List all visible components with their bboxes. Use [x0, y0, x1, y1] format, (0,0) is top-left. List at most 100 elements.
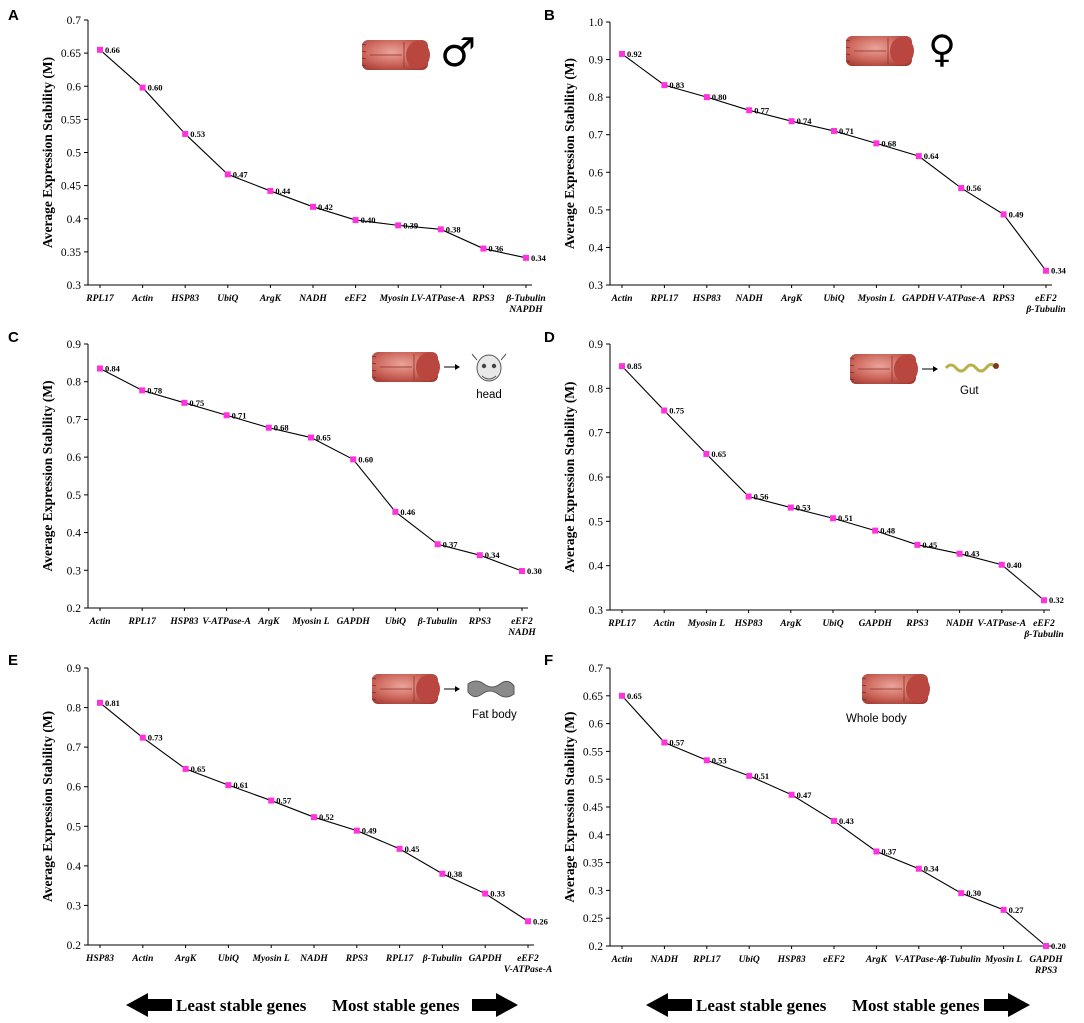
data-label: 0.66 [105, 45, 120, 55]
panel-e: E 0.2 0.3 0.4 0.5 0.6 0.7 0.8 0.9 Average Express… [8, 652, 552, 975]
data-point [139, 84, 146, 91]
panel-letter: D [544, 329, 555, 346]
data-point [956, 550, 963, 557]
panel-a: A 0.3 0.35 0.4 0.45 0.5 0.55 0.6 0.65 0.7 Average … [8, 7, 547, 315]
data-label: 0.45 [405, 844, 420, 854]
right-arrow-icon [472, 993, 518, 1017]
data-point [519, 568, 525, 575]
beetle-icon [849, 354, 918, 384]
data-point [139, 387, 146, 394]
data-label: 0.65 [627, 691, 642, 701]
x-tick-label: Actin [653, 619, 675, 629]
beetle-head [416, 675, 440, 703]
x-tick-label: ArgK [779, 619, 802, 629]
data-label: 0.60 [148, 83, 163, 93]
data-label: 0.36 [488, 244, 503, 254]
data-point [831, 127, 837, 134]
data-label: 0.30 [527, 566, 542, 576]
data-point [787, 504, 794, 511]
data-point [308, 434, 314, 441]
x-tick-label: UbiQ [822, 619, 843, 629]
beetle-leg [361, 43, 367, 46]
data-point [267, 187, 274, 194]
data-label: 0.34 [485, 550, 501, 560]
x-tick-label: ArgK [174, 954, 197, 964]
beetle-leg [861, 677, 867, 680]
beetle-leg [361, 57, 367, 60]
beetle-leg [361, 50, 367, 53]
beetle-leg [845, 60, 851, 63]
y-tick-label: 0.5 [67, 490, 82, 502]
beetle-head [406, 41, 430, 69]
x-tick-label: Actin [610, 294, 632, 304]
y-tick-label: 0.35 [61, 247, 81, 259]
data-label: 0.81 [105, 698, 120, 708]
y-tick-label: 0.7 [67, 742, 82, 754]
data-point [395, 222, 402, 229]
x-tick-label: Actin [131, 294, 153, 304]
male-symbol-icon: ♂ [440, 30, 476, 76]
data-point [439, 870, 446, 877]
data-point [703, 94, 710, 101]
data-label: 0.75 [669, 406, 684, 416]
beetle-leg [371, 691, 377, 694]
head-eye [481, 363, 487, 369]
y-axis-label: Average Expression Stability (M) [562, 381, 577, 572]
series-line [99, 368, 523, 572]
data-point [437, 226, 444, 233]
x-tick-label: eEF2 [823, 955, 845, 965]
data-point [788, 791, 795, 798]
bottom-left-group: Least stable genes Most stable genes [126, 993, 518, 1017]
y-tick-label: 0.6 [67, 782, 82, 794]
beetle-icon [371, 674, 440, 704]
left-arrow-icon [126, 993, 172, 1017]
data-point [523, 254, 529, 261]
head-capsule [476, 354, 502, 382]
x-tick-label: UbiQ [823, 294, 844, 304]
y-tick-label: 0.2 [589, 941, 604, 953]
data-label: 0.45 [922, 540, 937, 550]
panel-c: C 0.2 0.3 0.4 0.5 0.6 0.7 0.8 0.9 Average Express… [8, 329, 542, 638]
data-label: 0.39 [403, 220, 418, 230]
y-tick-label: 0.4 [67, 214, 82, 226]
data-point [703, 757, 710, 764]
data-label: 0.38 [446, 224, 461, 234]
data-label: 0.56 [754, 492, 769, 502]
panel-b: B 0.3 0.4 0.5 0.6 0.7 0.8 0.9 1.0 Average Express… [544, 7, 1067, 315]
y-axis-label: Average Expression Stability (M) [40, 380, 55, 571]
panel-letter: B [544, 7, 555, 24]
y-tick-label: 0.4 [67, 861, 82, 873]
gut-icon [944, 362, 996, 373]
y-tick-label: 0.3 [67, 280, 82, 292]
beetle-leg [861, 684, 867, 687]
inset: Gut [849, 354, 999, 397]
x-tick-label: eEF2 [345, 294, 367, 304]
x-tick-label: V-ATPase-A [895, 955, 944, 965]
data-point [350, 456, 357, 463]
data-label: 0.37 [881, 846, 897, 856]
y-tick-label: 0.55 [61, 114, 81, 126]
head-antennae [471, 353, 507, 361]
data-label: 0.68 [881, 138, 896, 148]
data-point [482, 890, 489, 897]
panel-f: F 0.2 0.25 0.3 0.35 0.4 0.45 0.5 0.55 0.6 0.65 0.7 A… [544, 652, 1066, 976]
fat-body-shape [467, 680, 515, 698]
data-label: 0.47 [797, 790, 813, 800]
beetle-leg [845, 53, 851, 56]
data-label: 0.34 [924, 864, 940, 874]
data-point [619, 50, 625, 57]
x-tick-label: V-ATPase-A [937, 294, 986, 304]
data-point [998, 561, 1005, 568]
data-label: 0.71 [232, 410, 247, 420]
x-tick-label: V-ATPase-A [417, 294, 466, 304]
beetle-head [890, 37, 914, 65]
data-label: 0.27 [1009, 905, 1025, 915]
left-arrow-icon [646, 993, 692, 1017]
x-tick-label: HSP83 [169, 617, 198, 627]
beetle-leg [845, 46, 851, 49]
x-tick-label: UbiQ [739, 955, 760, 965]
data-label: 0.57 [276, 796, 292, 806]
data-label: 0.44 [275, 186, 291, 196]
right-arrow-icon [984, 993, 1030, 1017]
data-point [97, 699, 103, 706]
